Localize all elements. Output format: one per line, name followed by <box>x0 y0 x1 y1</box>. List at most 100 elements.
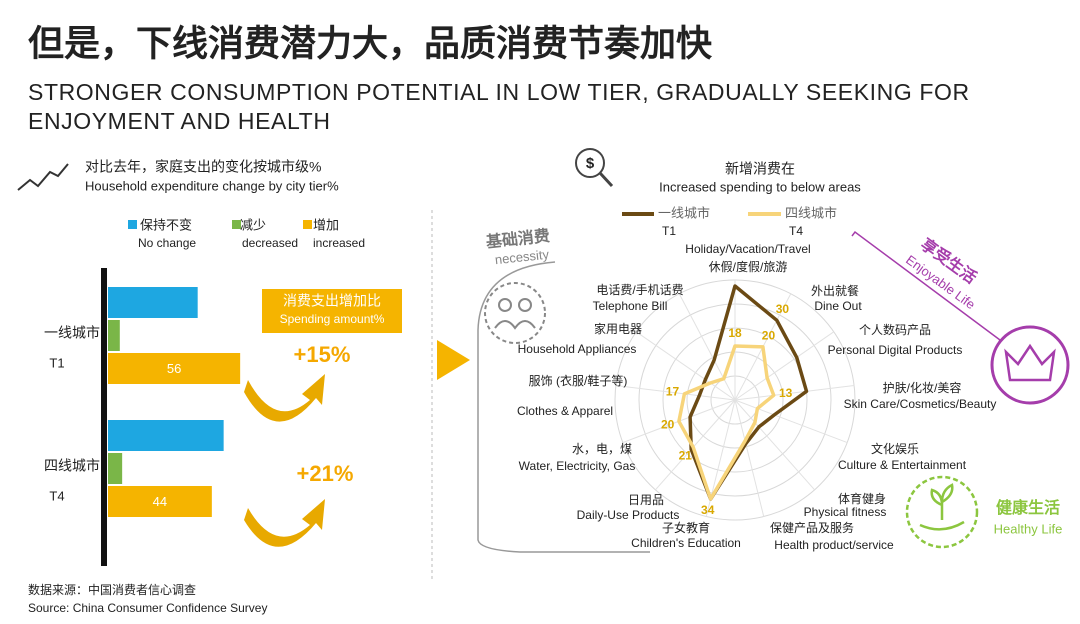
legend-label-en: decreased <box>242 236 298 250</box>
data-label: 20 <box>661 418 675 432</box>
data-label: 20 <box>762 328 776 342</box>
section-arrow <box>437 340 470 380</box>
change-label: +21% <box>297 461 354 486</box>
axis-label: 水，电，煤 <box>572 442 632 456</box>
bar <box>108 353 241 384</box>
curved-arrow <box>244 374 325 422</box>
search-icon <box>575 148 605 178</box>
axis-line <box>101 268 107 566</box>
people-icon <box>494 320 536 330</box>
legend-label-en: No change <box>138 236 196 250</box>
data-label: 30 <box>776 302 790 316</box>
trend-icon <box>17 163 69 191</box>
category-label: 四线城市 <box>44 458 100 474</box>
axis-label-en: Water, Electricity, Gas <box>519 459 636 473</box>
category-code: T4 <box>49 488 64 503</box>
axis-label-en: Household Appliances <box>518 342 637 356</box>
radar-spoke <box>678 293 736 401</box>
axis-label-en: Dine Out <box>814 299 862 313</box>
radar-spoke <box>635 331 736 401</box>
dollar-icon: $ <box>586 155 595 172</box>
crown-icon <box>1004 343 1056 382</box>
legend-label: 保持不变 <box>140 217 192 232</box>
axis-label: 服饰 (衣服/鞋子等) <box>529 373 628 388</box>
axis-label: 子女教育 <box>662 520 710 535</box>
curved-arrow <box>244 499 325 547</box>
legend-swatch <box>128 220 137 229</box>
chart-subtitle: Increased spending to below areas <box>659 179 861 194</box>
axis-label-en: Children's Education <box>631 536 741 550</box>
axis-label: 文化娱乐 <box>871 441 919 456</box>
bar <box>108 287 198 318</box>
page-title: 但是，下线消费潜力大，品质消费节奏加快 <box>28 23 713 64</box>
radar-spoke <box>734 399 848 444</box>
data-label: 21 <box>679 448 693 462</box>
chart-subtitle: Household expenditure change by city tie… <box>85 178 339 193</box>
plant-icon <box>905 475 979 549</box>
page-subtitle: ENJOYMENT AND HEALTH <box>28 108 331 134</box>
data-label: 18 <box>728 326 742 340</box>
source-en: Source: China Consumer Confidence Survey <box>28 601 267 615</box>
axis-label: 外出就餐 <box>811 283 859 298</box>
search-icon <box>598 171 614 188</box>
chart-title: 对比去年，家庭支出的变化按城市级% <box>85 159 321 175</box>
legend-swatch <box>303 220 312 229</box>
data-label: 17 <box>666 385 680 399</box>
data-label: 13 <box>779 386 793 400</box>
category-label: 一线城市 <box>44 325 100 341</box>
legend-label-en: increased <box>313 236 365 250</box>
annotation-box <box>262 289 402 333</box>
radar-spoke <box>734 399 765 517</box>
legend-code: T1 <box>662 224 676 238</box>
annotation-title: 消费支出增加比 <box>283 293 381 309</box>
axis-label-en: Clothes & Apparel <box>517 404 613 418</box>
radar-spoke <box>734 385 855 401</box>
bar <box>108 320 120 351</box>
legend-code: T4 <box>789 224 803 238</box>
data-label: 44 <box>153 494 167 509</box>
legend-label: 一线城市 <box>658 205 710 220</box>
data-label: 34 <box>701 503 715 517</box>
axis-label: 家用电器 <box>594 321 642 336</box>
radar-spoke <box>615 385 736 401</box>
legend-label: 减少 <box>240 217 266 232</box>
people-icon <box>518 298 532 312</box>
radar-spoke <box>655 399 736 491</box>
people-icon <box>498 298 512 312</box>
category-code: T1 <box>49 355 64 370</box>
plant-icon <box>919 483 965 531</box>
axis-label: 个人数码产品 <box>859 322 931 337</box>
group-label: 健康生活 <box>996 498 1060 517</box>
legend-label: 四线城市 <box>785 205 837 220</box>
chart-title: 新增消费在 <box>725 161 795 177</box>
bar <box>108 453 123 484</box>
axis-label: 护肤/化妆/美容 <box>883 380 962 395</box>
data-label: 56 <box>167 361 181 376</box>
axis-label-en: Health product/service <box>774 538 894 552</box>
group-bracket <box>477 261 650 553</box>
change-label: +15% <box>294 342 351 367</box>
radar-line <box>677 344 776 501</box>
radar-spoke <box>734 331 835 401</box>
group-label-en: Healthy Life <box>994 521 1063 536</box>
axis-label: 保健产品及服务 <box>770 520 854 535</box>
axis-label-en: Telephone Bill <box>593 299 668 313</box>
axis-label-en: Holiday/Vacation/Travel <box>685 242 810 256</box>
crown-icon <box>990 325 1070 405</box>
axis-label: 休假/度假/旅游 <box>709 259 788 274</box>
legend-swatch <box>232 220 241 229</box>
legend-label: 增加 <box>313 217 339 232</box>
axis-label-en: Daily-Use Products <box>577 508 680 522</box>
bar <box>108 486 212 517</box>
axis-label: 日用品 <box>628 493 664 507</box>
people-icon <box>484 282 546 344</box>
page-subtitle: STRONGER CONSUMPTION POTENTIAL IN LOW TI… <box>28 79 970 105</box>
axis-label: 电话费/手机话费 <box>596 283 683 297</box>
source-zh: 数据来源：中国消费者信心调查 <box>28 582 196 597</box>
bar <box>108 420 224 451</box>
axis-label: 体育健身 <box>838 491 886 506</box>
axis-label-en: Physical fitness <box>804 505 887 519</box>
axis-label-en: Culture & Entertainment <box>838 458 967 472</box>
